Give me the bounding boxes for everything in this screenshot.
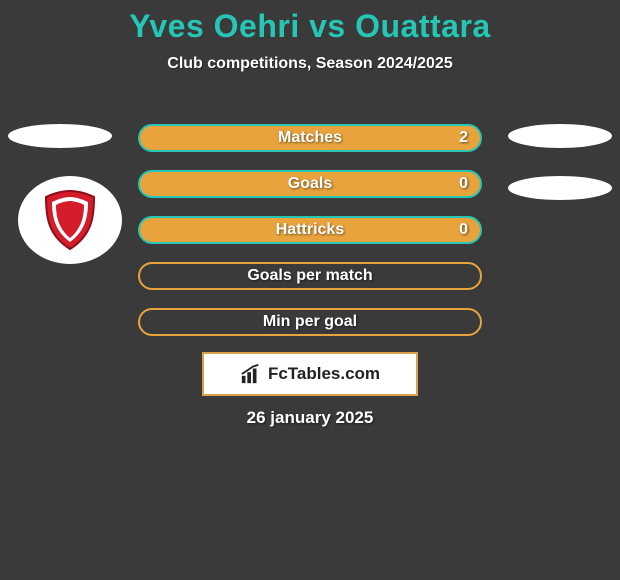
stat-label: Goals per match [247, 267, 372, 285]
stat-bar-hattricks: Hattricks 0 [138, 216, 482, 244]
stat-label: Hattricks [276, 221, 344, 239]
stat-bar-goals-per-match: Goals per match [138, 262, 482, 290]
stat-value: 2 [459, 129, 468, 147]
stat-label: Min per goal [263, 313, 357, 331]
stat-value: 0 [459, 221, 468, 239]
stats-bars: Matches 2 Goals 0 Hattricks 0 Goals per … [138, 124, 482, 354]
player-left-placeholder [8, 124, 112, 148]
player-right-placeholder [508, 124, 612, 148]
stat-bar-matches: Matches 2 [138, 124, 482, 152]
stat-bar-goals: Goals 0 [138, 170, 482, 198]
footer-date: 26 january 2025 [0, 408, 620, 428]
page-subtitle: Club competitions, Season 2024/2025 [0, 55, 620, 73]
brand-label: FcTables.com [268, 364, 380, 384]
bar-chart-icon [240, 363, 262, 385]
page-title: Yves Oehri vs Ouattara [0, 0, 620, 45]
stat-label: Matches [278, 129, 342, 147]
stat-label: Goals [288, 175, 332, 193]
stat-value: 0 [459, 175, 468, 193]
brand-badge: FcTables.com [202, 352, 418, 396]
stat-bar-min-per-goal: Min per goal [138, 308, 482, 336]
club-left-badge [18, 176, 122, 264]
shield-icon [42, 189, 98, 251]
club-right-placeholder [508, 176, 612, 200]
